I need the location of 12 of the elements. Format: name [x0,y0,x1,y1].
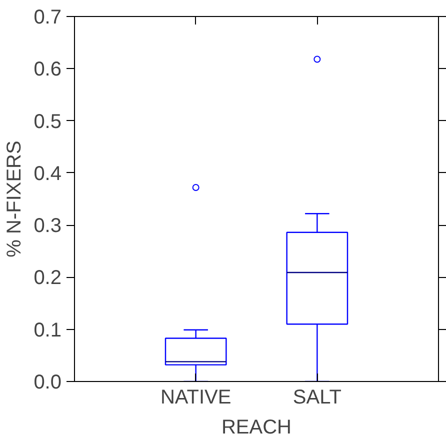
y-tick-label: 0.1 [34,319,62,342]
y-axis-title: % N-FIXERS [4,140,26,258]
y-tick-label: 0.2 [34,267,62,290]
y-tick-label: 0.6 [34,58,62,81]
y-tick-label: 0.4 [34,162,62,185]
y-tick-label: 0.5 [34,110,62,133]
y-tick-label: 0.7 [34,6,62,28]
x-tick-label: NATIVE [160,386,232,408]
x-tick-label: SALT [292,386,342,408]
y-tick-label: 0.3 [34,215,62,238]
x-axis-title: REACH [221,416,292,438]
y-tick-label: 0.0 [34,372,62,394]
